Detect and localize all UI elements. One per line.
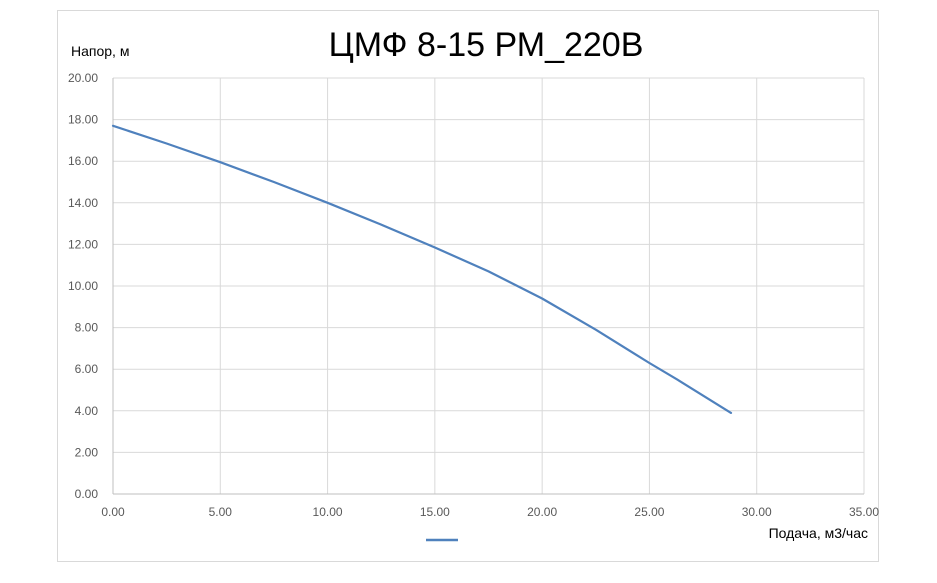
y-tick-label: 20.00 — [68, 71, 98, 85]
y-tick-label: 2.00 — [75, 445, 99, 459]
axes — [112, 78, 864, 495]
x-axis-title: Подача, м3/час — [769, 525, 868, 541]
x-tick-label: 0.00 — [101, 505, 125, 519]
x-tick-label: 15.00 — [420, 505, 450, 519]
y-tick-label: 0.00 — [75, 487, 99, 501]
y-tick-label: 16.00 — [68, 154, 98, 168]
y-tick-label: 10.00 — [68, 279, 98, 293]
x-tick-label: 10.00 — [313, 505, 343, 519]
y-tick-label: 8.00 — [75, 321, 99, 335]
x-tick-label: 30.00 — [742, 505, 772, 519]
gridlines — [113, 77, 865, 494]
y-tick-label: 6.00 — [75, 362, 99, 376]
x-tick-label: 20.00 — [527, 505, 557, 519]
x-tick-label: 5.00 — [209, 505, 233, 519]
x-tick-label: 25.00 — [634, 505, 664, 519]
y-tick-label: 4.00 — [75, 404, 99, 418]
series-layer — [111, 124, 733, 414]
series-line — [111, 124, 733, 414]
y-tick-label: 12.00 — [68, 237, 98, 251]
x-tick-labels: 0.00 5.00 10.00 15.00 20.00 25.00 30.00 35.00 — [101, 505, 879, 519]
y-tick-label: 14.00 — [68, 196, 98, 210]
y-tick-label: 18.00 — [68, 113, 98, 127]
y-axis-title: Напор, м — [71, 43, 129, 59]
chart-title: ЦМФ 8-15 РМ_220В — [329, 26, 644, 64]
y-tick-labels: 0.00 2.00 4.00 6.00 8.00 10.00 12.00 14.00 16.00… — [68, 71, 98, 501]
x-tick-label: 35.00 — [849, 505, 879, 519]
